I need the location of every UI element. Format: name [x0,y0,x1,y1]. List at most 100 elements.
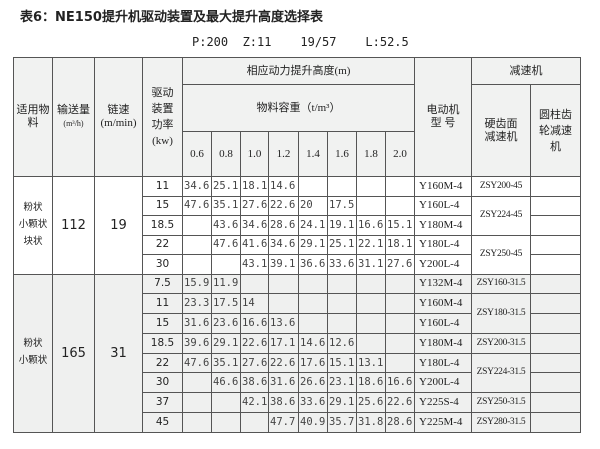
table-row: 粉状 小颗状 165 31 7.5 15.9 11.9 Y132M-4 ZSY160-31.5 [13,273,582,433]
power-cell: 45 [142,412,183,433]
table-row: 18.5 43.6 34.6 28.6 24.1 19.1 16.6 15.1 Y180M-4 [14,215,582,236]
header-lift-height: 相应动力提升高度(m) [181,57,416,85]
height-cell: 39.6 [182,332,212,354]
header-capacity-unit: (m³/h) [63,119,84,128]
header-density-value: 1.6 [327,131,357,177]
header-hard-gear: 硬齿面减速机 [471,84,532,177]
motor-cell: Y180M-4 [414,332,473,354]
height-cell: 11.9 [211,273,241,295]
height-cell: 22.6 [240,332,269,354]
reducer-cell: ZSY160-31.5 [471,273,532,295]
height-cell: 14.6 [268,176,299,197]
height-cell: 28.6 [268,215,299,236]
height-cell [298,293,328,315]
header-density-value: 2.0 [384,131,416,177]
height-cell [356,195,386,216]
height-cell: 35.7 [327,412,357,433]
motor-cell: Y132M-4 [414,273,473,295]
height-cell [298,176,328,197]
power-cell: 11 [142,176,183,197]
power-cell: 18.5 [142,332,183,354]
header-cyl-gear: 圆柱齿轮减速机 [530,84,582,177]
height-cell: 24.1 [298,215,328,236]
height-cell [327,313,357,334]
motor-cell: Y160L-4 [414,195,473,216]
header-motor: 电动机型 号 [414,57,473,177]
height-cell: 15.1 [384,215,416,236]
height-cell: 14.6 [298,332,328,354]
height-cell: 23.1 [327,372,357,394]
height-cell [240,412,269,433]
height-cell: 47.6 [182,352,212,374]
power-cell: 22 [142,352,183,374]
power-cell: 30 [142,372,183,394]
height-cell [384,313,416,334]
height-cell [356,293,386,315]
motor-cell: Y180L-4 [414,234,473,255]
material-line: 粉状 [23,339,43,350]
height-cell: 22.6 [384,392,416,414]
height-cell [182,392,212,414]
height-cell [327,293,357,315]
chain-speed-cell: 19 [94,176,143,275]
height-cell [211,254,241,275]
height-cell: 27.6 [240,195,269,216]
cyl-gear-cell [530,273,582,295]
height-cell: 25.6 [356,392,386,414]
height-cell: 17.6 [298,352,328,374]
header-density: 物料容重（t/m³） [181,84,416,132]
height-cell: 38.6 [240,372,269,394]
header-chain-speed-unit: (m/min) [100,117,137,129]
height-cell: 25.1 [211,176,241,197]
height-cell [182,215,212,236]
height-cell [356,332,386,354]
height-cell: 33.6 [327,254,357,275]
height-cell [384,352,416,374]
power-cell: 11 [142,293,183,315]
cyl-gear-cell [530,176,582,197]
height-cell [384,195,416,216]
cyl-gear-cell [530,215,582,236]
motor-cell: Y225S-4 [414,392,473,414]
height-cell [211,392,241,414]
cyl-gear-cell [530,195,582,216]
reducer-cell: ZSY180-31.5 [471,293,532,334]
header-drive-power-unit: (kw) [152,135,173,147]
reducer-cell: ZSY250-31.5 [471,392,532,414]
height-cell: 31.6 [182,313,212,334]
header-density-value: 1.4 [298,131,328,177]
height-cell [384,293,416,315]
table-row: 15 47.6 35.1 27.6 22.6 20 17.5 Y160L-4 ZSY224-45 [14,195,582,236]
height-cell: 42.1 [240,392,269,414]
height-cell: 22.1 [356,234,386,255]
header-capacity: 输送量 (m³/h) [52,57,95,177]
table-row: 15 31.6 23.6 16.6 13.6 Y160L-4 [14,313,582,334]
height-cell [327,176,357,197]
motor-cell: Y180L-4 [414,352,473,374]
height-cell: 39.1 [268,254,299,275]
height-cell: 31.8 [356,412,386,433]
reducer-cell: ZSY224-31.5 [471,352,532,394]
table-row: 30 43.1 39.1 36.6 33.6 31.1 27.6 Y200L-4 [14,254,582,275]
motor-cell: Y160M-4 [414,176,473,197]
height-cell: 41.6 [240,234,269,255]
height-cell: 17.5 [327,195,357,216]
height-cell: 31.1 [356,254,386,275]
height-cell [182,372,212,394]
height-cell [211,412,241,433]
height-cell: 18.6 [356,372,386,394]
cyl-gear-cell [530,332,582,354]
motor-cell: Y180M-4 [414,215,473,236]
power-cell: 37 [142,392,183,414]
height-cell: 46.6 [211,372,241,394]
height-cell: 16.6 [384,372,416,394]
height-cell: 16.6 [356,215,386,236]
capacity-cell: 165 [52,273,95,433]
header-chain-speed-label: 链速 [107,104,130,116]
power-cell: 22 [142,234,183,255]
height-cell: 34.6 [182,176,212,197]
cyl-gear-cell [530,352,582,374]
height-cell: 33.6 [298,392,328,414]
height-cell: 35.1 [211,352,241,374]
height-cell: 12.6 [327,332,357,354]
